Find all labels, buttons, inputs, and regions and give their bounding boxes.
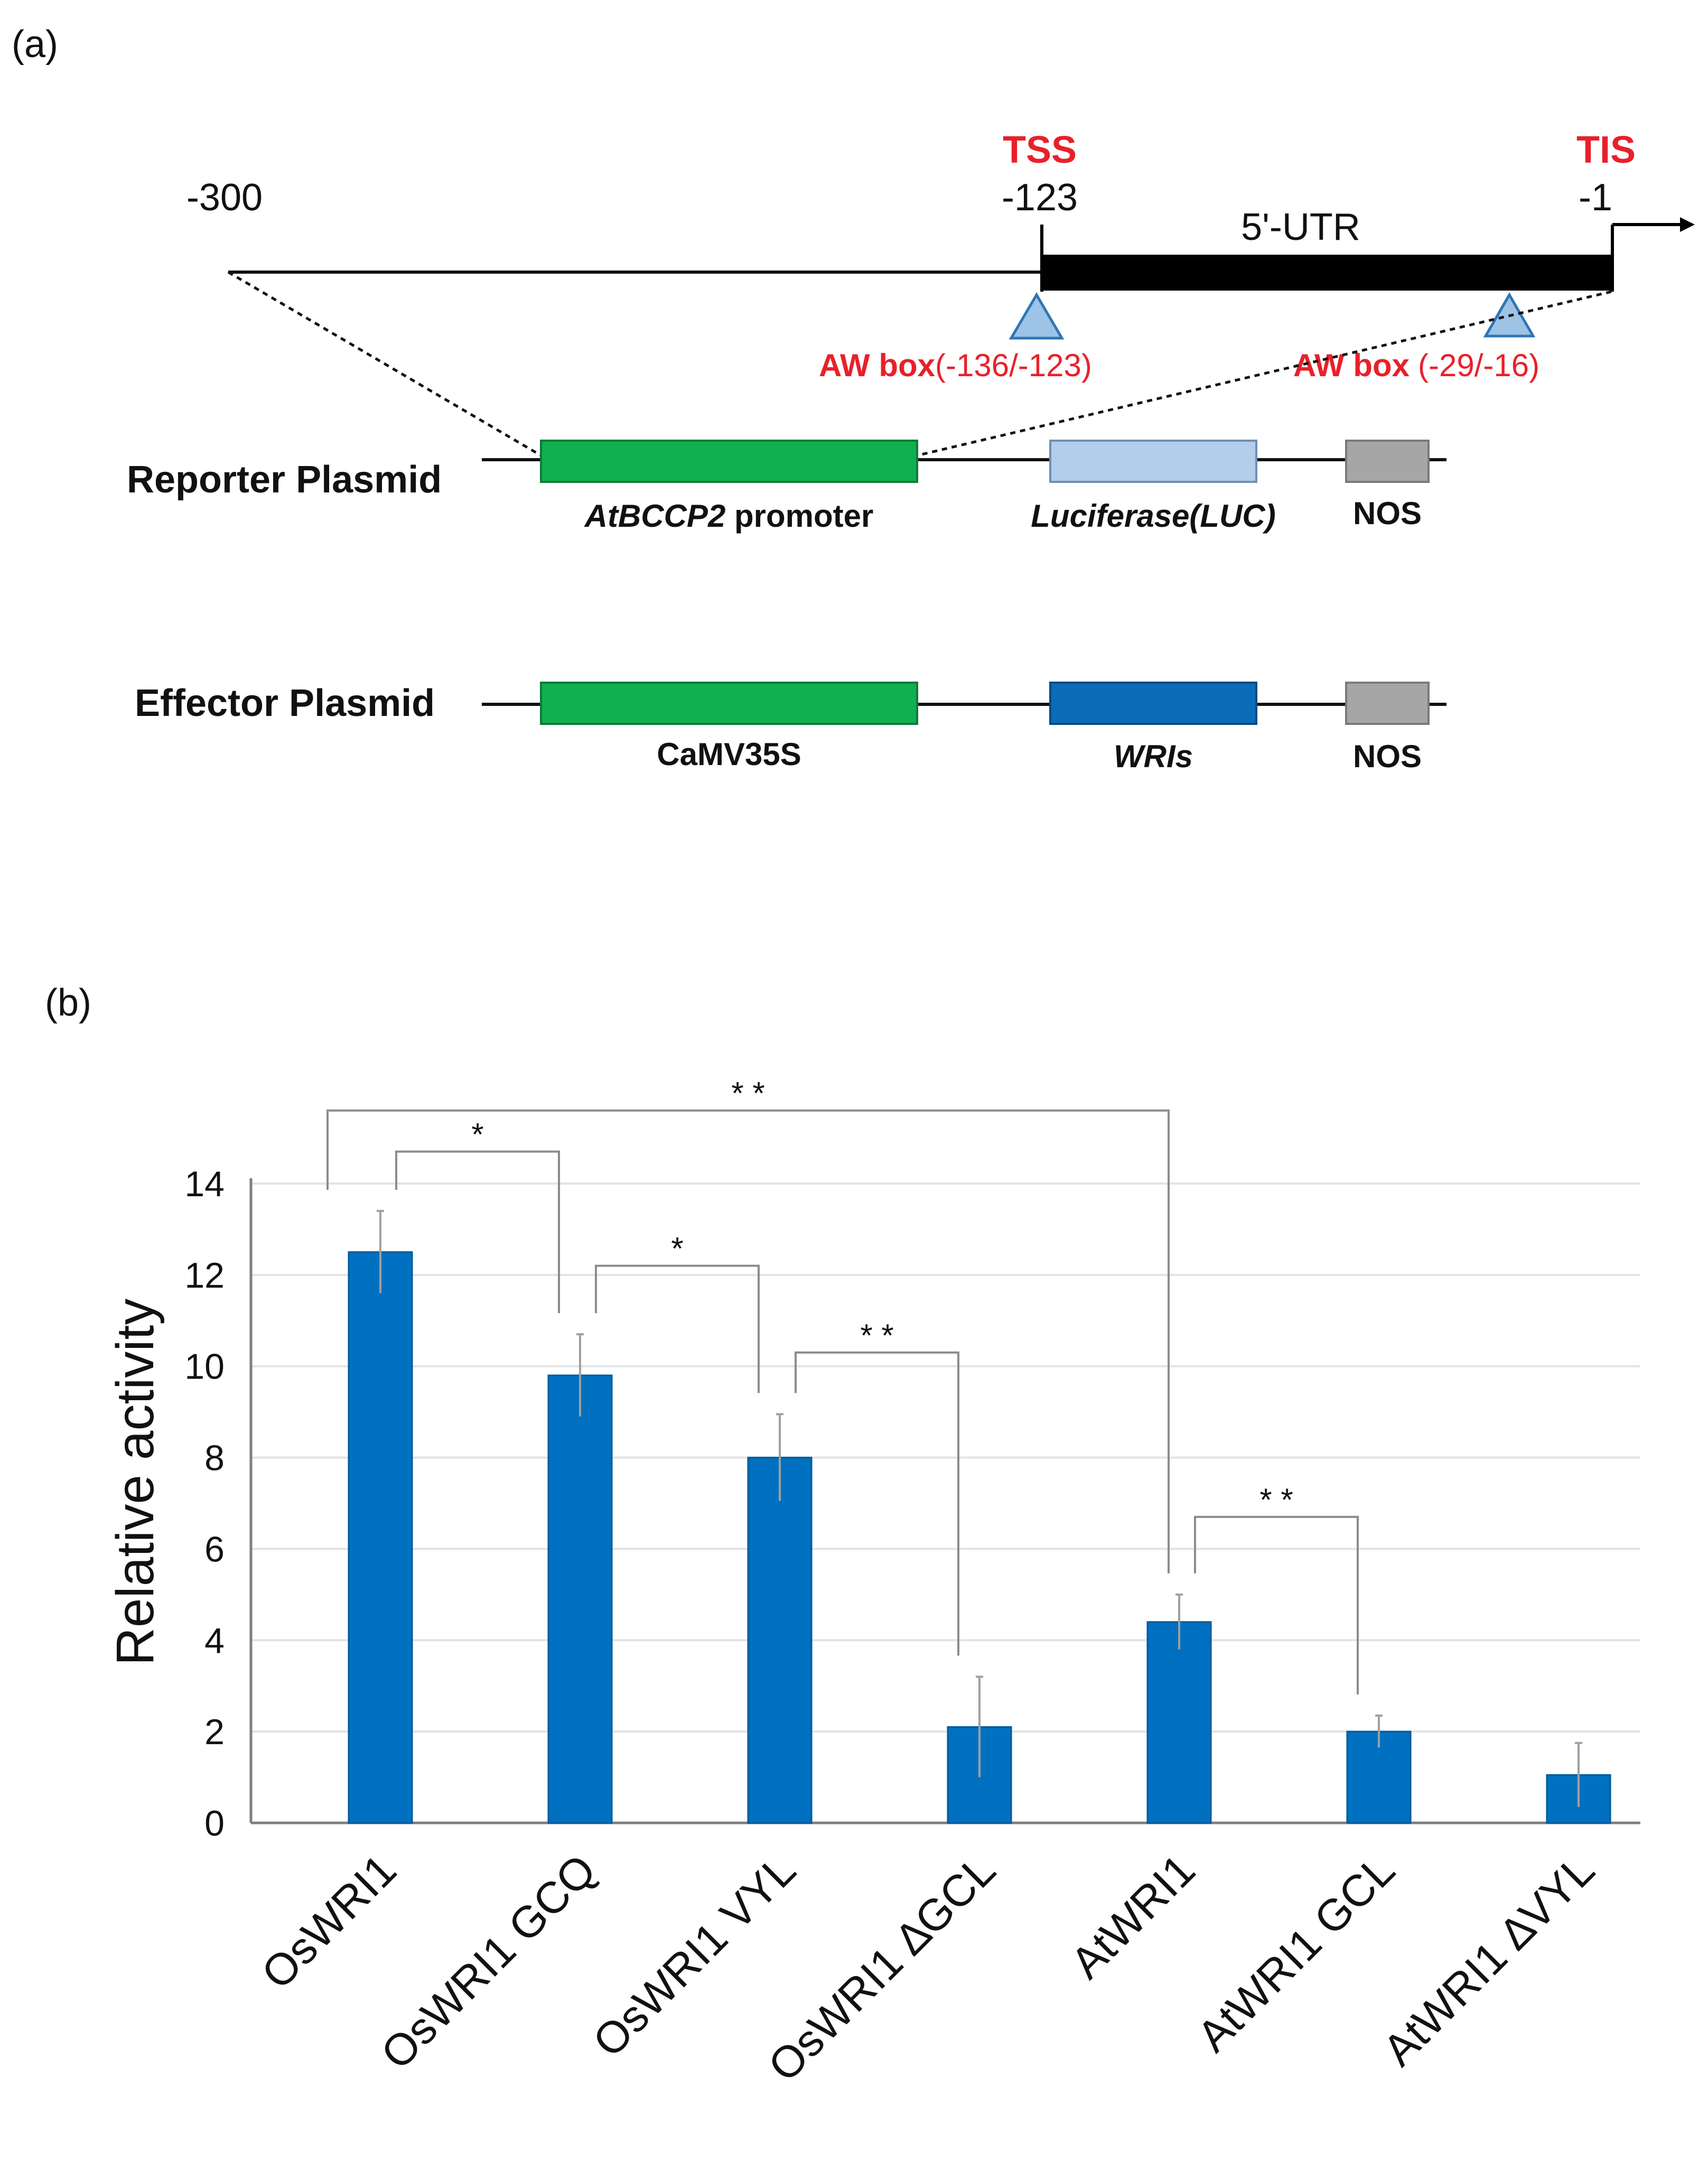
luciferase-box: [1049, 440, 1257, 483]
x-tick-label: AtWRI1: [1061, 1845, 1205, 1988]
camv35s-label: CaMV35S: [657, 737, 801, 772]
significance-bracket: [326, 1109, 1170, 1574]
luciferase-label: Luciferase(LUC): [1031, 498, 1275, 534]
bar-5: [1146, 1621, 1212, 1824]
promoter-map: -300 TSS -123 5'-UTR TIS -1 AW box(-136/…: [186, 129, 1695, 457]
aw-box-1-name: AW box: [819, 348, 935, 383]
transcription-arrow-head-icon: [1680, 217, 1695, 232]
tss-label: TSS: [1003, 129, 1077, 171]
significance-bracket: [595, 1264, 760, 1393]
wri-gene-box: [1049, 682, 1257, 725]
panel-a: (a) -300 TSS -123 5'-UTR TIS -1 AW box(-…: [12, 23, 1695, 774]
utr-box: [1042, 255, 1612, 291]
aw-box-1-range: (-136/-123): [935, 348, 1092, 383]
y-tick-label: 6: [204, 1529, 225, 1569]
aw-box-2-range: (-29/-16): [1418, 348, 1539, 383]
reporter-promoter-box: [540, 440, 918, 483]
y-tick-label: 14: [184, 1164, 225, 1204]
zoom-guide-right: [917, 290, 1612, 457]
y-tick-label: 2: [204, 1712, 225, 1752]
tss-position-label: -123: [1002, 176, 1078, 219]
aw-box-2-name: AW box: [1293, 348, 1410, 383]
x-tick-label: AtWRI1 GCL: [1188, 1845, 1404, 2061]
tis-position-label: -1: [1579, 176, 1612, 219]
bar-6: [1346, 1730, 1412, 1824]
x-tick-label: OsWRI1 VYL: [583, 1845, 805, 2066]
reporter-nos-box: [1345, 440, 1430, 483]
significance-bracket: [1194, 1515, 1359, 1695]
reporter-plasmid-title: Reporter Plasmid: [127, 459, 442, 501]
tis-label: TIS: [1576, 129, 1636, 171]
start-position-label: -300: [186, 176, 263, 219]
aw-box-1-label: AW box(-136/-123): [819, 348, 1092, 383]
aw-box-2-label: AW box (-29/-16): [1293, 348, 1539, 383]
significance-marker: * *: [860, 1318, 893, 1353]
effector-plasmid-title: Effector Plasmid: [135, 682, 435, 724]
panel-a-label: (a): [12, 23, 58, 66]
effector-nos-box: [1345, 682, 1430, 725]
reporter-plasmid: Reporter Plasmid AtBCCP2 promoter Lucife…: [127, 440, 1446, 534]
significance-bracket: [395, 1150, 560, 1314]
significance-marker: *: [671, 1231, 683, 1267]
effector-plasmid: Effector Plasmid CaMV35S WRIs NOS: [135, 682, 1446, 774]
x-tick-label: OsWRI1: [252, 1845, 406, 1998]
y-tick-label: 8: [204, 1438, 225, 1478]
effector-promoter-box: [540, 682, 918, 725]
significance-marker: *: [471, 1117, 483, 1152]
reporter-promoter-word: promoter: [725, 498, 873, 534]
y-tick-label: 0: [204, 1803, 225, 1844]
zoom-guide-left: [227, 271, 542, 457]
y-axis-label: Relative activity: [106, 1299, 165, 1666]
y-tick-label: 10: [184, 1347, 225, 1387]
bar-1: [348, 1251, 413, 1824]
panel-b-label: (b): [45, 982, 91, 1024]
bar-2: [547, 1374, 613, 1824]
aw-box-1-triangle-icon: [1009, 292, 1065, 340]
reporter-promoter-label: AtBCCP2 promoter: [584, 498, 874, 534]
y-tick-label: 4: [204, 1621, 225, 1661]
y-tick-label: 12: [184, 1255, 225, 1296]
reporter-nos-label: NOS: [1353, 496, 1422, 531]
wri-gene-label: WRIs: [1114, 739, 1193, 774]
significance-marker: * *: [1259, 1482, 1293, 1517]
significance-marker: * *: [731, 1076, 764, 1111]
bar-3: [747, 1457, 813, 1824]
x-tick-label: OsWRI1 GCQ: [371, 1845, 605, 2079]
significance-bracket: [795, 1351, 959, 1656]
x-tick-label: AtWRI1 ∆VYL: [1374, 1845, 1604, 2075]
utr-label: 5'-UTR: [1241, 206, 1360, 248]
reporter-promoter-gene: AtBCCP2: [584, 498, 726, 534]
effector-nos-label: NOS: [1353, 739, 1422, 774]
